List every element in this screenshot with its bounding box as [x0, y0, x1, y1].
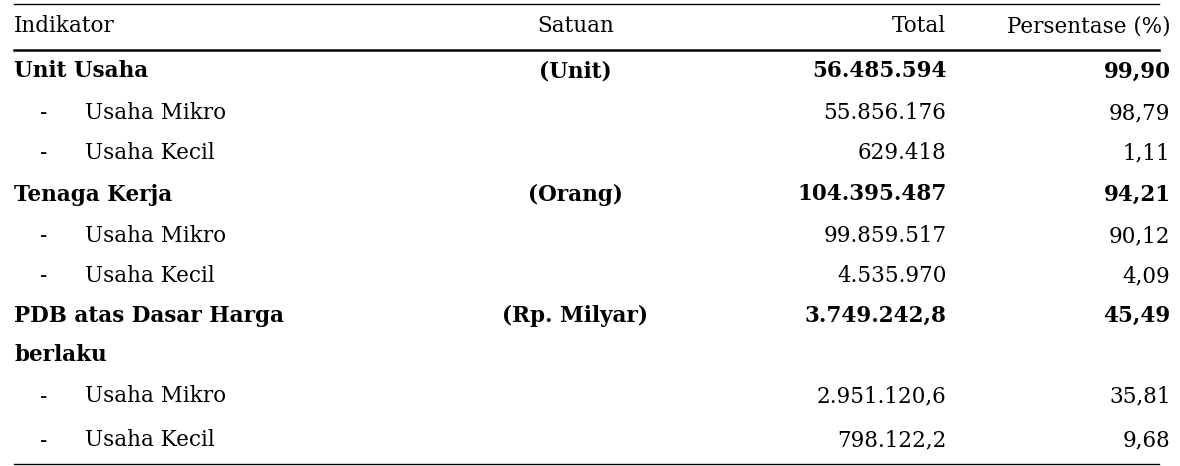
Text: 2.951.120,6: 2.951.120,6: [817, 385, 946, 407]
Text: -: -: [40, 102, 47, 124]
Text: 798.122,2: 798.122,2: [837, 430, 946, 452]
Text: 4,09: 4,09: [1123, 265, 1171, 287]
Text: Indikator: Indikator: [14, 15, 114, 37]
Text: PDB atas Dasar Harga: PDB atas Dasar Harga: [14, 305, 284, 327]
Text: 9,68: 9,68: [1123, 430, 1171, 452]
Text: (Rp. Milyar): (Rp. Milyar): [503, 305, 648, 327]
Text: Satuan: Satuan: [537, 15, 614, 37]
Text: Persentase (%): Persentase (%): [1007, 15, 1171, 37]
Text: (Orang): (Orang): [527, 184, 623, 206]
Text: 56.485.594: 56.485.594: [812, 61, 946, 82]
Text: 99.859.517: 99.859.517: [824, 225, 946, 247]
Text: Tenaga Kerja: Tenaga Kerja: [14, 184, 172, 206]
Text: Unit Usaha: Unit Usaha: [14, 61, 149, 82]
Text: (Unit): (Unit): [539, 61, 611, 82]
Text: -: -: [40, 430, 47, 452]
Text: 98,79: 98,79: [1109, 102, 1171, 124]
Text: -: -: [40, 225, 47, 247]
Text: 629.418: 629.418: [858, 142, 946, 164]
Text: 3.749.242,8: 3.749.242,8: [805, 305, 946, 327]
Text: 55.856.176: 55.856.176: [824, 102, 946, 124]
Text: Usaha Kecil: Usaha Kecil: [85, 430, 215, 452]
Text: 35,81: 35,81: [1109, 385, 1171, 407]
Text: 94,21: 94,21: [1103, 184, 1171, 206]
Text: 104.395.487: 104.395.487: [796, 184, 946, 206]
Text: Usaha Mikro: Usaha Mikro: [85, 102, 227, 124]
Text: -: -: [40, 142, 47, 164]
Text: Usaha Kecil: Usaha Kecil: [85, 142, 215, 164]
Text: 45,49: 45,49: [1103, 305, 1171, 327]
Text: berlaku: berlaku: [14, 344, 107, 366]
Text: Total: Total: [892, 15, 946, 37]
Text: 99,90: 99,90: [1103, 61, 1171, 82]
Text: -: -: [40, 265, 47, 287]
Text: Usaha Mikro: Usaha Mikro: [85, 385, 227, 407]
Text: 90,12: 90,12: [1109, 225, 1171, 247]
Text: 1,11: 1,11: [1123, 142, 1171, 164]
Text: 4.535.970: 4.535.970: [837, 265, 946, 287]
Text: Usaha Mikro: Usaha Mikro: [85, 225, 227, 247]
Text: Usaha Kecil: Usaha Kecil: [85, 265, 215, 287]
Text: -: -: [40, 385, 47, 407]
